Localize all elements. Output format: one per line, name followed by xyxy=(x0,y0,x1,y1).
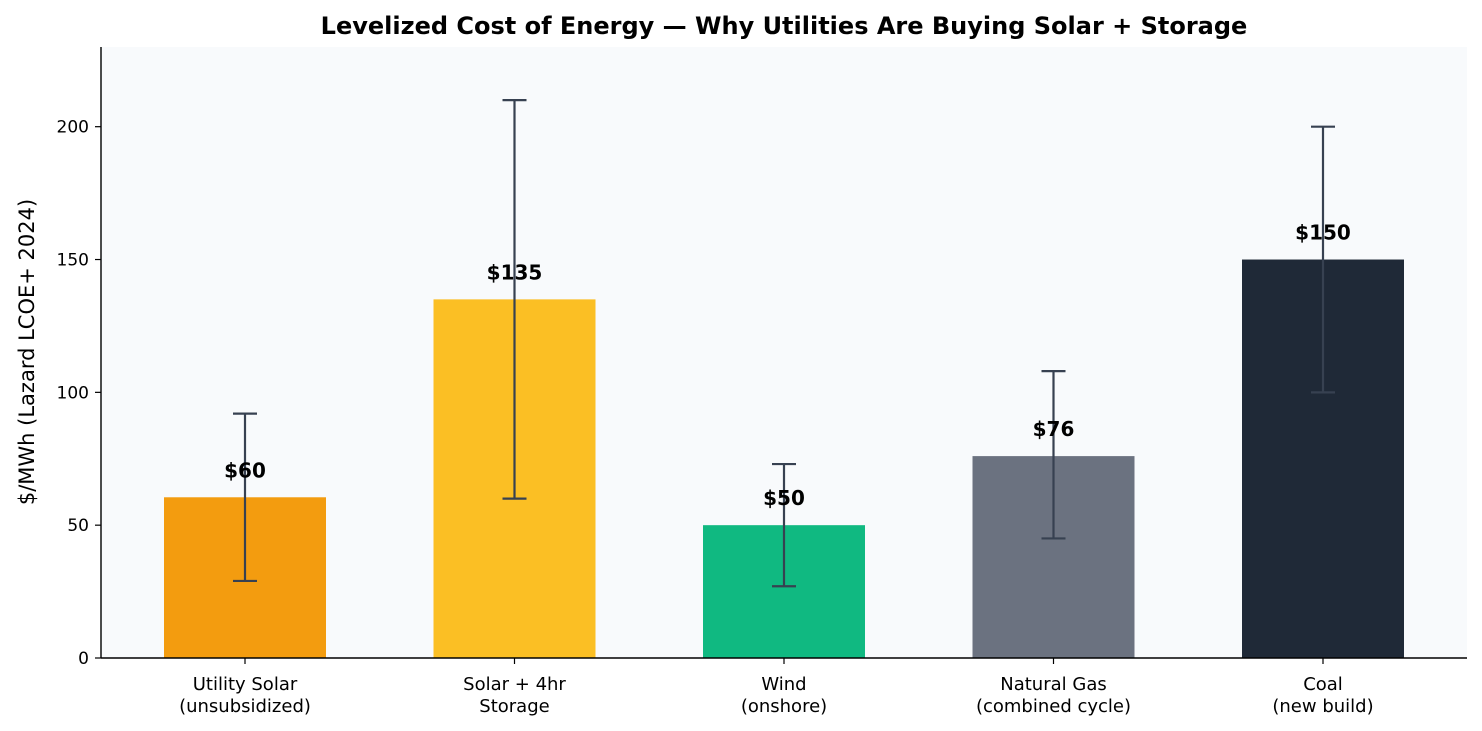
data-label-3: $76 xyxy=(1033,417,1075,441)
category-label-1: Solar + 4hr Storage xyxy=(463,674,566,717)
y-tick-label-0: 0 xyxy=(78,649,89,669)
data-label-2: $50 xyxy=(763,486,805,510)
y-ticks: 0 50 100 150 200 xyxy=(57,118,101,669)
category-label-line: (unsubsidized) xyxy=(179,696,311,717)
category-label-4: Coal (new build) xyxy=(1272,674,1373,717)
category-label-line: Natural Gas xyxy=(1000,674,1106,695)
category-label-line: Wind xyxy=(761,674,806,695)
error-bar-1 xyxy=(502,99,527,500)
x-ticks: Utility Solar (unsubsidized) Solar + 4hr St… xyxy=(179,658,1374,717)
category-label-line: Coal xyxy=(1303,674,1343,695)
data-label-4: $150 xyxy=(1295,221,1351,245)
error-bars xyxy=(233,99,1335,588)
category-label-line: (onshore) xyxy=(741,696,827,717)
category-label-3: Natural Gas (combined cycle) xyxy=(976,674,1131,717)
error-bar-3 xyxy=(1041,369,1066,540)
category-label-2: Wind (onshore) xyxy=(741,674,827,717)
category-label-line: Solar + 4hr xyxy=(463,674,566,695)
category-label-line: Storage xyxy=(479,696,549,717)
chart-title: Levelized Cost of Energy — Why Utilities… xyxy=(321,12,1248,40)
error-bar-2 xyxy=(772,462,796,588)
y-axis-label: $/MWh (Lazard LCOE+ 2024) xyxy=(15,199,39,505)
category-label-0: Utility Solar (unsubsidized) xyxy=(179,674,311,717)
y-tick-label-2: 100 xyxy=(57,383,89,403)
error-bar-0 xyxy=(233,412,257,583)
data-label-0: $60 xyxy=(224,458,266,482)
category-label-line: Utility Solar xyxy=(193,674,298,695)
data-labels: $60 $135 $50 $76 $150 xyxy=(224,221,1351,511)
y-tick-label-4: 200 xyxy=(57,118,89,138)
error-bar-4 xyxy=(1311,125,1335,394)
category-label-line: (new build) xyxy=(1272,696,1373,717)
y-tick-label-1: 50 xyxy=(67,516,89,536)
category-label-line: (combined cycle) xyxy=(976,696,1131,717)
y-tick-label-3: 150 xyxy=(57,251,89,271)
data-label-1: $135 xyxy=(487,260,543,284)
